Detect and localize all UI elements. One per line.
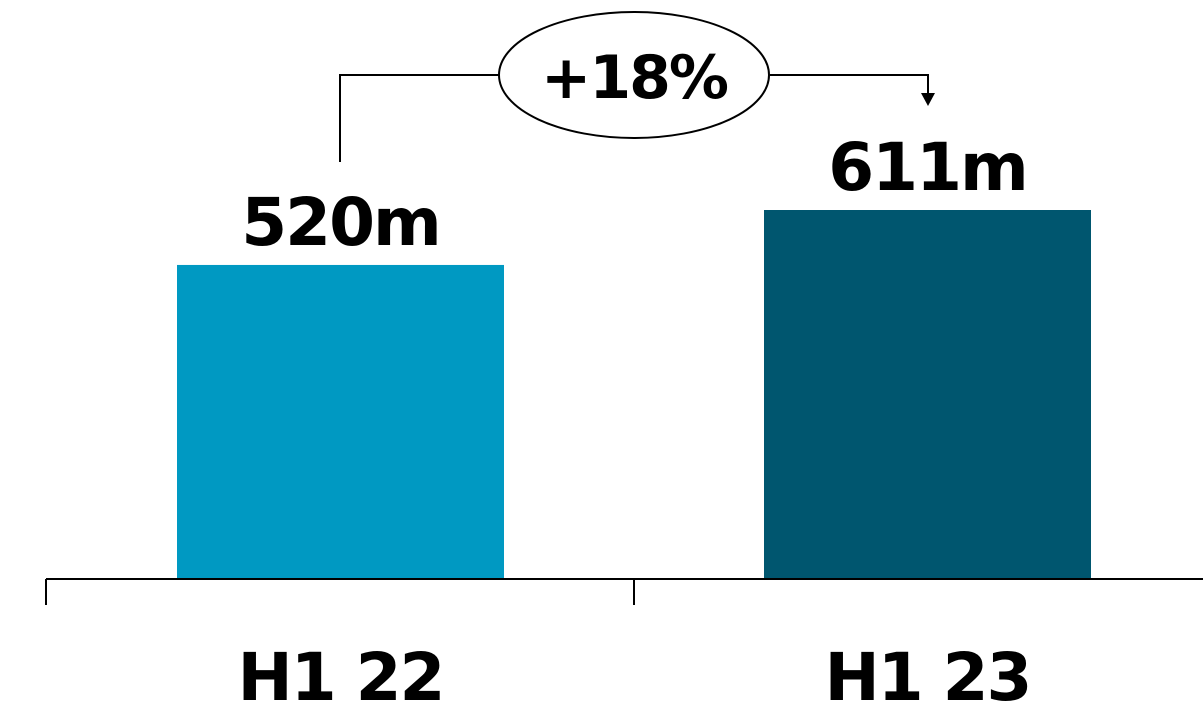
- bar-2: [764, 210, 1091, 579]
- value-labels-group: 520m 611m: [241, 129, 1029, 261]
- x-tick-label-2: H1 23: [825, 639, 1031, 706]
- bar-1: [177, 264, 504, 579]
- bar-value-label-1: 520m: [241, 184, 440, 261]
- bar-value-label-2: 611m: [828, 129, 1027, 206]
- growth-arrow-head: [921, 93, 935, 106]
- growth-bubble: [498, 11, 770, 139]
- growth-connector-right: [770, 74, 929, 94]
- bars-group: [177, 210, 1091, 579]
- growth-annotation: +18%: [339, 11, 935, 162]
- growth-label: +18%: [541, 43, 728, 113]
- x-tick-label-1: H1 22: [238, 639, 444, 706]
- x-axis: [45, 578, 1203, 605]
- growth-connector-left: [339, 74, 499, 162]
- x-tick-labels-group: H1 22 H1 23: [238, 639, 1033, 706]
